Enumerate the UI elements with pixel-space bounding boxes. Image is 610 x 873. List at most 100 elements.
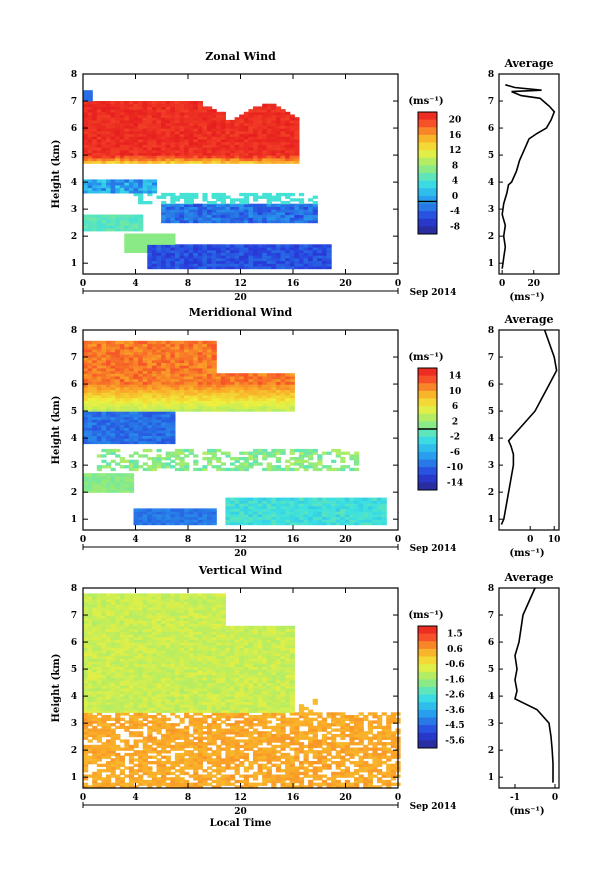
heatmap-cell: [142, 454, 148, 458]
heatmap-cell: [179, 195, 185, 199]
heatmap-cell: [275, 114, 282, 118]
heatmap-cell: [234, 378, 240, 382]
heatmap-cell: [262, 497, 268, 501]
heatmap-cell: [106, 593, 112, 597]
heatmap-cell: [289, 149, 295, 153]
heatmap-cell: [101, 228, 107, 232]
heatmap-cell: [83, 620, 89, 624]
heatmap-cell: [197, 128, 203, 132]
heatmap-cell: [133, 752, 139, 757]
heatmap-cell: [285, 144, 291, 148]
heatmap-cell: [275, 257, 282, 262]
heatmap-cell: [239, 192, 245, 197]
heatmap-cell: [225, 206, 231, 210]
heatmap-cell: [110, 348, 116, 353]
heatmap-cell: [115, 615, 121, 619]
heatmap-cell: [211, 386, 217, 391]
heatmap-cell: [289, 203, 295, 207]
heatmap-cell: [133, 106, 139, 110]
heatmap-cell: [358, 521, 364, 526]
heatmap-cell: [83, 384, 89, 388]
heatmap-cell: [106, 633, 112, 638]
heatmap-cell: [197, 405, 203, 409]
heatmap-cell: [165, 508, 171, 512]
heatmap-cell: [156, 519, 162, 523]
heatmap-cell: [239, 375, 245, 380]
heatmap-cell: [106, 160, 112, 164]
heatmap-cell: [184, 155, 190, 159]
heatmap-cell: [96, 214, 102, 218]
heatmap-cell: [142, 122, 148, 126]
heatmap-cell: [266, 203, 272, 207]
heatmap-cell: [96, 647, 102, 651]
heatmap-cell: [340, 503, 346, 507]
heatmap-cell: [101, 184, 107, 189]
heatmap-cell: [298, 503, 305, 507]
heatmap-cell: [96, 728, 102, 732]
heatmap-cell: [363, 511, 369, 515]
heatmap-cell: [188, 346, 194, 350]
heatmap-cell: [133, 733, 139, 738]
heatmap-cell: [115, 392, 121, 396]
heatmap-cell: [220, 263, 226, 267]
heatmap-cell: [96, 758, 102, 762]
heatmap-cell: [96, 101, 102, 105]
heatmap-cell: [275, 136, 282, 140]
heatmap-cell: [147, 149, 153, 153]
heatmap-cell: [128, 752, 135, 757]
heatmap-cell: [133, 160, 139, 164]
heatmap-cell: [119, 647, 125, 651]
heatmap-cell: [207, 125, 213, 129]
heatmap-cell: [243, 130, 249, 135]
heatmap-cell: [138, 715, 144, 719]
heatmap-cell: [142, 244, 148, 248]
heatmap-cell: [92, 733, 98, 738]
heatmap-cell: [83, 777, 89, 781]
heatmap-cell: [280, 160, 286, 164]
heatmap-cell: [220, 203, 226, 207]
heatmap-cell: [133, 192, 139, 197]
heatmap-cell: [184, 111, 190, 116]
heatmap-cell: [161, 511, 167, 515]
heatmap-cell: [128, 397, 135, 401]
heatmap-cell: [262, 144, 268, 148]
heatmap-cell: [275, 392, 282, 396]
heatmap-cell: [225, 397, 231, 401]
heatmap-cell: [87, 152, 93, 156]
heatmap-cell: [271, 195, 277, 199]
heatmap-cell: [96, 408, 102, 412]
heatmap-cell: [243, 467, 249, 472]
heatmap-cell: [280, 378, 286, 382]
heatmap-cell: [106, 354, 112, 358]
heatmap-cell: [161, 438, 167, 442]
heatmap-cell: [248, 462, 254, 466]
heatmap-cell: [161, 403, 167, 407]
heatmap-cell: [161, 405, 167, 409]
heatmap-cell: [119, 693, 125, 697]
heatmap-cell: [211, 255, 217, 259]
heatmap-cell: [161, 419, 167, 423]
heatmap-cell: [96, 693, 102, 697]
heatmap-cell: [331, 505, 337, 509]
heatmap-cell: [243, 252, 249, 256]
heatmap-cell: [188, 508, 194, 512]
heatmap-cell: [96, 184, 102, 189]
heatmap-cell: [128, 481, 135, 485]
heatmap-cell: [138, 346, 144, 350]
heatmap-cell: [87, 747, 93, 751]
heatmap-cell: [101, 779, 107, 784]
heatmap-cell: [87, 424, 93, 428]
heatmap-cell: [243, 247, 249, 251]
heatmap-cell: [124, 370, 130, 374]
heatmap-cell: [257, 378, 263, 382]
heatmap-cell: [96, 782, 102, 786]
heatmap-cell: [110, 346, 116, 350]
heatmap-cell: [96, 351, 102, 355]
heatmap-cell: [115, 612, 121, 616]
heatmap-cell: [119, 136, 125, 140]
heatmap-cell: [101, 685, 107, 689]
heatmap-cell: [275, 244, 282, 248]
heatmap-cell: [87, 179, 93, 183]
heatmap-cell: [193, 244, 199, 248]
heatmap-cell: [142, 187, 148, 191]
